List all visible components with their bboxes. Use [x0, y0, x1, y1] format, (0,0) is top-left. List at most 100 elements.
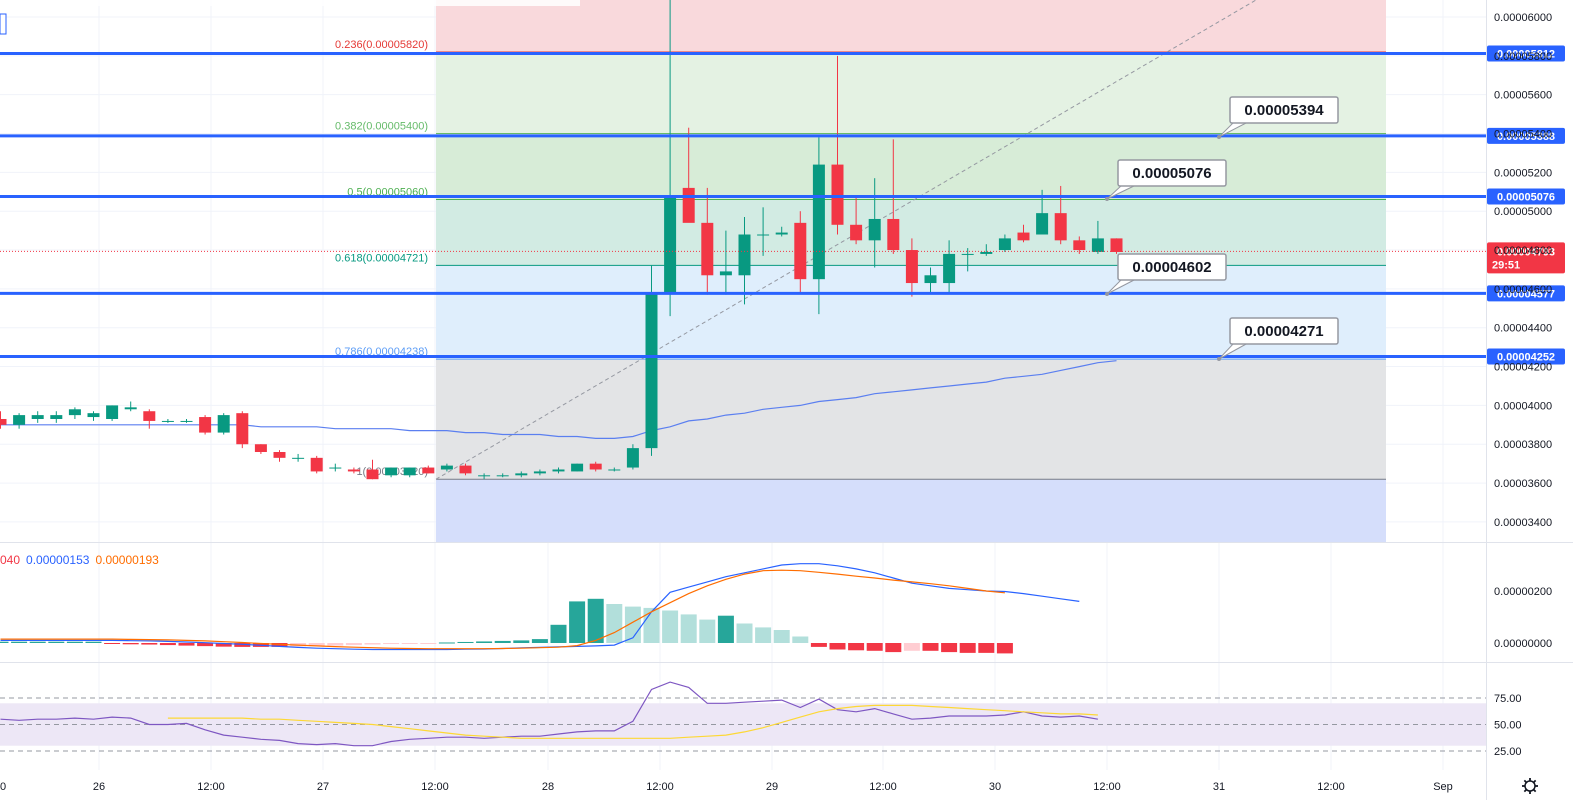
callout-box: [1229, 96, 1339, 124]
macd-histogram-bar: [234, 643, 251, 647]
candle-body: [1110, 238, 1123, 252]
callout-anchor: [1217, 357, 1221, 361]
header-strip: [0, 0, 580, 6]
candle: [180, 418, 193, 423]
callout-box: [1229, 317, 1339, 345]
candle: [385, 467, 398, 478]
candle-body: [1073, 240, 1086, 251]
price-axis-tick: 0.00005400: [1494, 129, 1552, 141]
price-callout[interactable]: 0.00004602: [1105, 253, 1227, 296]
macd-histogram-bar: [755, 627, 772, 643]
price-axis-tick: 0.00003600: [1494, 478, 1552, 490]
rsi-ma-line: [167, 704, 1098, 739]
macd-histogram-bar: [922, 643, 939, 651]
candle-body: [1091, 238, 1104, 252]
rsi-pane[interactable]: 75.00 50.00 25.00: [0, 681, 1522, 758]
price-callout[interactable]: 0.00004271: [1217, 317, 1339, 361]
time-axis-label: 31: [1213, 781, 1225, 793]
macd-legend-value: 0.00000193: [95, 553, 159, 567]
candle: [589, 461, 602, 472]
macd-histogram-bar: [364, 643, 381, 645]
price-tag-label: 0.00005388: [1497, 131, 1555, 143]
candle-body: [440, 465, 453, 470]
macd-histogram-bar: [662, 610, 679, 643]
macd-histogram-bar: [271, 643, 288, 647]
price-axis-tick: 0.00005800: [1494, 51, 1552, 63]
fib-level-label: 0.382(0.00005400): [335, 121, 428, 133]
price-axis-tick: 0.00004800: [1494, 245, 1552, 257]
candle: [794, 211, 807, 293]
candle-body: [143, 411, 156, 421]
candle-body: [422, 467, 435, 474]
time-axis-label: 12:00: [646, 781, 674, 793]
candle-body: [254, 444, 267, 453]
macd-legend-value: 040: [0, 553, 20, 567]
macd-histogram-bar: [717, 615, 734, 643]
price-tag-label: 0.00005076: [1497, 191, 1555, 203]
macd-histogram-bar: [587, 598, 604, 643]
candle-body: [887, 218, 900, 251]
price-axis-tick: 0.00004400: [1494, 323, 1552, 335]
gear-icon[interactable]: [1522, 778, 1538, 794]
candle: [905, 238, 918, 297]
candle: [719, 230, 732, 295]
price-tag: [1487, 285, 1565, 302]
candle-body: [347, 469, 360, 472]
candle: [775, 226, 788, 237]
macd-histogram-bar: [383, 643, 400, 645]
candles: [0, 0, 1123, 480]
candle-body: [68, 409, 81, 416]
candle-body: [645, 292, 658, 449]
candle-body: [292, 457, 305, 459]
macd-histogram-bar: [810, 643, 827, 647]
macd-histogram-bar: [996, 643, 1013, 654]
price-callouts[interactable]: 0.00005394 0.00005076 0.00004602 0.00004271: [1105, 96, 1339, 361]
candle-body: [757, 234, 770, 236]
candle-body: [0, 418, 7, 425]
macd-histogram-bar: [215, 643, 232, 647]
callout-anchor: [1105, 292, 1109, 296]
price-callout[interactable]: 0.00005076: [1105, 159, 1227, 201]
price-axis-tick: 0.00003400: [1494, 517, 1552, 529]
candle-body: [719, 271, 732, 276]
horizontal-lines[interactable]: 0.00005812 0.00005388 0.00005076 0.00004577…: [0, 45, 1565, 365]
macd-histogram-bar: [308, 643, 325, 647]
macd-histogram-bar: [197, 643, 214, 647]
candle-body: [850, 224, 863, 241]
candle: [998, 234, 1011, 252]
fib-level-label: 0.618(0.00004721): [335, 252, 428, 264]
candle: [273, 450, 286, 462]
macd-histogram-bar: [643, 607, 660, 643]
rsi-axis-tick: 75.00: [1494, 693, 1522, 705]
price-axis[interactable]: 0.00006000 0.00005800 0.00005600 0.00005400…: [1494, 12, 1552, 529]
candle-body: [868, 218, 881, 241]
time-axis[interactable]: 0 26 12:00 27 12:00 28 12:00 29 12:00 30 12:00 31 12…: [0, 778, 1538, 794]
price-axis-tick: 0.00005600: [1494, 90, 1552, 102]
rsi-line: [0, 681, 1099, 747]
candle: [645, 265, 658, 456]
macd-histogram-bar: [345, 643, 362, 646]
candle: [440, 463, 453, 472]
price-axis-tick: 0.00004600: [1494, 284, 1552, 296]
candle: [478, 473, 491, 480]
candle: [31, 411, 44, 423]
candle: [329, 463, 342, 472]
candle: [943, 240, 956, 293]
price-callout[interactable]: 0.00005394: [1217, 96, 1339, 139]
callout-anchor: [1217, 135, 1221, 139]
macd-pane[interactable]: 040 0.00000153 0.00000193 0.00000200 0.00000…: [0, 553, 1552, 654]
macd-histogram-bar: [0, 641, 9, 643]
gear-icon-tooth: [1532, 779, 1537, 784]
candle: [868, 178, 881, 268]
candle: [254, 444, 267, 454]
fibonacci-retracement[interactable]: 0.236(0.00005820)0.382(0.00005400)0.5(0.…: [335, 0, 1386, 542]
candle: [347, 467, 360, 474]
candle: [50, 411, 63, 423]
candle: [366, 459, 379, 480]
macd-histogram-bar: [48, 641, 65, 643]
macd-histogram-bar: [141, 643, 158, 645]
macd-histogram-bar: [550, 624, 567, 643]
macd-histogram-bar: [476, 641, 493, 643]
macd-histogram-bar: [959, 643, 976, 653]
